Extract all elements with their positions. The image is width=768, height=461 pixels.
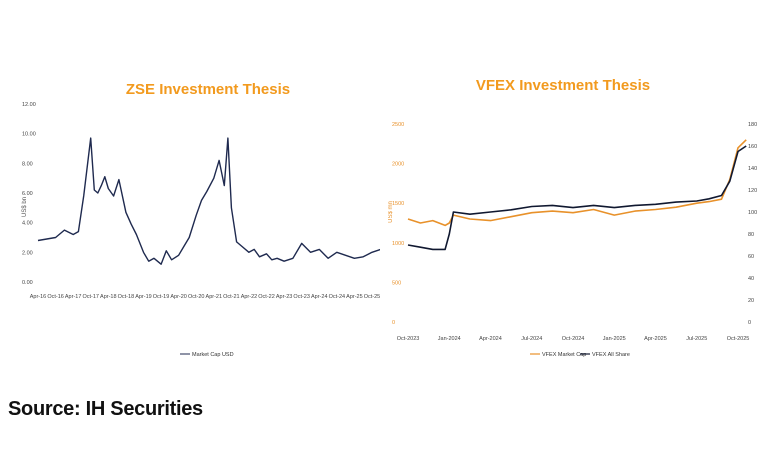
zse-y-tick: 0.00 bbox=[22, 280, 33, 286]
vfex-y-tick-left: 2500 bbox=[392, 122, 404, 128]
vfex-y-ticks-right: 0 20 40 60 80 100 120 140 160 180 bbox=[748, 122, 757, 326]
zse-x-tick: Apr-17 bbox=[65, 294, 82, 300]
zse-x-tick: Oct-18 bbox=[118, 294, 135, 300]
zse-x-ticks: Apr-16 Oct-16 Apr-17 Oct-17 Apr-18 Oct-18 Apr-… bbox=[30, 294, 380, 300]
zse-series-line bbox=[37, 137, 380, 265]
zse-x-tick: Oct-22 bbox=[258, 294, 275, 300]
vfex-series-line bbox=[407, 139, 747, 227]
zse-chart-title: ZSE Investment Thesis bbox=[126, 81, 290, 98]
zse-x-tick: Apr-24 bbox=[311, 294, 328, 300]
zse-x-tick: Apr-19 bbox=[135, 294, 152, 300]
vfex-y-tick-left: 2000 bbox=[392, 162, 404, 168]
vfex-series-line bbox=[407, 145, 747, 251]
vfex-y-tick-left: 0 bbox=[392, 320, 395, 326]
vfex-y-tick-left: 1500 bbox=[392, 201, 404, 207]
zse-x-tick: Apr-25 bbox=[346, 294, 363, 300]
zse-x-tick: Oct-19 bbox=[153, 294, 170, 300]
zse-y-tick: 6.00 bbox=[22, 191, 33, 197]
vfex-chart: VFEX Investment Thesis US$ mn 0 500 1000 15… bbox=[388, 72, 763, 372]
zse-y-axis-label: US$ bn bbox=[22, 197, 28, 217]
vfex-chart-svg: VFEX Investment Thesis US$ mn 0500100015… bbox=[388, 77, 757, 358]
zse-series bbox=[37, 137, 380, 265]
zse-x-tick: Apr-22 bbox=[241, 294, 258, 300]
vfex-y-tick-right: 60 bbox=[748, 254, 754, 260]
zse-x-tick: Apr-23 bbox=[276, 294, 293, 300]
vfex-x-ticks: Oct-2023 Jan-2024 Apr-2024 Jul-2024 Oct-2024… bbox=[397, 336, 750, 342]
vfex-y-tick-right: 80 bbox=[748, 232, 754, 238]
vfex-y-tick-right: 40 bbox=[748, 276, 754, 282]
zse-x-tick: Oct-25 bbox=[364, 294, 380, 300]
zse-chart-svg: ZSE Investment Thesis US$ bn 0.00 2.00 4.0… bbox=[22, 81, 380, 358]
zse-x-tick: Oct-21 bbox=[223, 294, 240, 300]
zse-y-tick: 2.00 bbox=[22, 250, 33, 256]
vfex-chart-title: VFEX Investment Thesis bbox=[476, 77, 650, 94]
vfex-x-tick: Oct-2024 bbox=[562, 336, 585, 342]
vfex-y-tick-right: 120 bbox=[748, 188, 757, 194]
vfex-series bbox=[407, 139, 747, 251]
vfex-y-tick-right: 100 bbox=[748, 210, 757, 216]
zse-x-tick: Apr-18 bbox=[100, 294, 117, 300]
vfex-x-tick: Apr-2024 bbox=[479, 336, 502, 342]
vfex-x-tick: Oct-2023 bbox=[397, 336, 420, 342]
vfex-y-ticks-left: 0 500 1000 1500 2000 2500 bbox=[392, 122, 404, 326]
vfex-x-tick: Jan-2024 bbox=[438, 336, 461, 342]
zse-chart: ZSE Investment Thesis US$ bn 0.00 2.00 4.0… bbox=[20, 72, 380, 372]
vfex-y-tick-right: 140 bbox=[748, 166, 757, 172]
zse-x-tick: Apr-16 bbox=[30, 294, 47, 300]
zse-x-tick: Oct-17 bbox=[82, 294, 99, 300]
zse-y-tick: 8.00 bbox=[22, 161, 33, 167]
vfex-y-tick-right: 20 bbox=[748, 298, 754, 304]
vfex-x-tick: Apr-2025 bbox=[644, 336, 667, 342]
vfex-y-tick-right: 0 bbox=[748, 320, 751, 326]
zse-y-tick: 4.00 bbox=[22, 221, 33, 227]
zse-y-tick: 12.00 bbox=[22, 102, 36, 108]
zse-x-tick: Oct-20 bbox=[188, 294, 205, 300]
vfex-x-tick: Jul-2024 bbox=[521, 336, 542, 342]
vfex-y-tick-left: 500 bbox=[392, 280, 401, 286]
zse-x-tick: Apr-21 bbox=[206, 294, 223, 300]
zse-x-tick: Oct-24 bbox=[329, 294, 346, 300]
vfex-legend-label-market-cap: VFEX Market Cap bbox=[542, 352, 586, 358]
vfex-x-tick: Oct-2025 bbox=[727, 336, 750, 342]
vfex-y-tick-left: 1000 bbox=[392, 241, 404, 247]
zse-y-ticks: 0.00 2.00 4.00 6.00 8.00 10.00 12.00 bbox=[22, 102, 36, 286]
vfex-y-axis-label: US$ mn bbox=[388, 201, 394, 223]
zse-legend-label: Market Cap USD bbox=[192, 352, 234, 358]
vfex-x-tick: Jul-2025 bbox=[686, 336, 707, 342]
zse-y-tick: 10.00 bbox=[22, 132, 36, 138]
zse-x-tick: Oct-23 bbox=[293, 294, 310, 300]
vfex-legend-label-all-share: VFEX All Share bbox=[592, 352, 630, 358]
vfex-x-tick: Jan-2025 bbox=[603, 336, 626, 342]
vfex-y-tick-right: 160 bbox=[748, 144, 757, 150]
zse-x-tick: Oct-16 bbox=[47, 294, 64, 300]
vfex-y-tick-right: 180 bbox=[748, 122, 757, 128]
zse-x-tick: Apr-20 bbox=[170, 294, 187, 300]
source-caption: Source: IH Securities bbox=[8, 398, 203, 420]
